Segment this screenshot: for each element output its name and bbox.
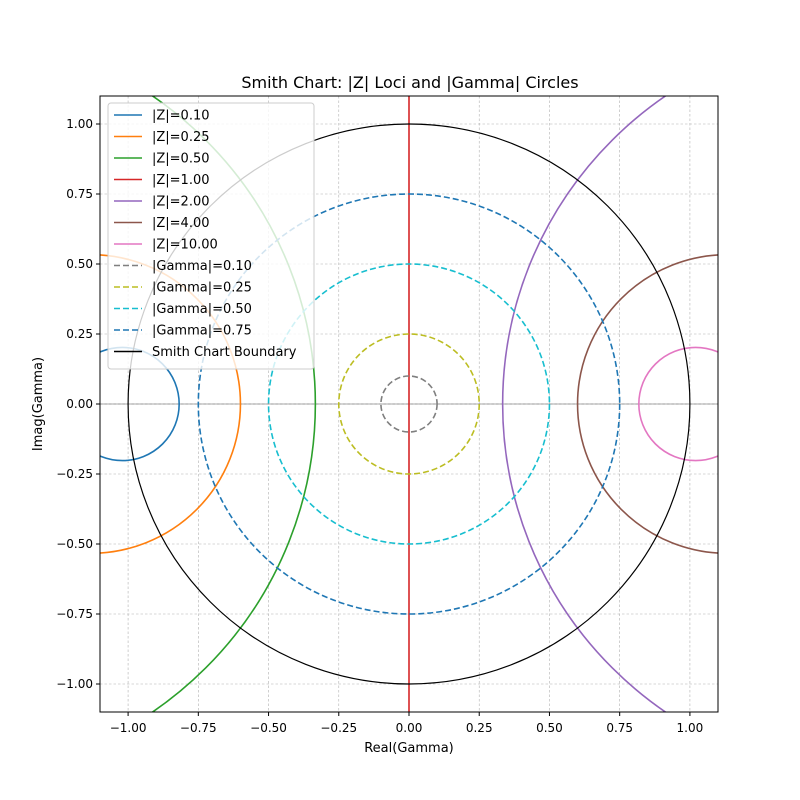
y-axis-label: Imag(Gamma) [31,357,46,451]
legend-label-gamma-0-75: |Gamma|=0.75 [152,324,252,339]
legend-label-z-1-00: |Z|=1.00 [152,173,210,188]
y-tick-label-5: 0.25 [66,327,93,341]
legend-box [107,102,315,370]
x-tick-label-4: 0.00 [396,721,423,735]
series-z-10-00 [638,346,718,462]
series-z-0-25 [100,254,242,554]
legend-label-z-2-00: |Z|=2.00 [152,195,210,210]
y-tick-label-0: −1.00 [56,677,93,691]
x-axis-label: Real(Gamma) [364,741,454,756]
series-gamma-0-25 [337,333,481,475]
ticks: −1.00 −0.75 −0.50 −0.25 0.00 0.25 0.50 0.75 1.00… [56,117,703,735]
legend-label-z-0-50: |Z|=0.50 [152,152,210,167]
x-tick-label-3: −0.25 [320,721,357,735]
y-tick-label-3: −0.25 [56,467,93,481]
y-tick-label-4: 0.00 [66,397,93,411]
y-tick-label-2: −0.50 [56,537,93,551]
legend-label-z-0-10: |Z|=0.10 [152,109,210,124]
series-z-2-00 [501,96,668,712]
series-z-0-50 [150,96,317,712]
legend-label-z-0-25: |Z|=0.25 [152,130,210,145]
x-tick-label-2: −0.50 [250,721,287,735]
x-tick-label-1: −0.75 [180,721,217,735]
x-tick-label-0: −1.00 [110,721,147,735]
y-tick-label-7: 0.75 [66,187,93,201]
legend-label-gamma-0-50: |Gamma|=0.50 [152,302,252,317]
y-tick-label-1: −0.75 [56,607,93,621]
x-tick-label-6: 0.50 [536,721,563,735]
y-tick-label-6: 0.50 [66,257,93,271]
x-tick-label-8: 1.00 [677,721,704,735]
series-z-4-00 [576,254,718,554]
legend-label-z-10-00: |Z|=10.00 [152,238,218,253]
y-tick-label-8: 1.00 [66,117,93,131]
series-gamma-0-75 [197,193,621,615]
chart-title: Smith Chart: |Z| Loci and |Gamma| Circle… [241,73,578,92]
x-tick-label-7: 0.75 [606,721,633,735]
legend-label-smith-chart-boundary: Smith Chart Boundary [152,345,297,360]
legend: |Z|=0.10 |Z|=0.25 |Z|=0.50 |Z|=1.00 |Z|=2.00… [107,102,315,370]
x-tick-label-5: 0.25 [466,721,493,735]
series-gamma-0-50 [267,263,551,545]
legend-label-z-4-00: |Z|=4.00 [152,216,210,231]
legend-label-gamma-0-25: |Gamma|=0.25 [152,281,252,296]
series-layer [100,96,718,712]
series-smith-chart-boundary [127,123,691,685]
series-gamma-0-10 [380,375,438,433]
legend-label-gamma-0-10: |Gamma|=0.10 [152,259,252,274]
